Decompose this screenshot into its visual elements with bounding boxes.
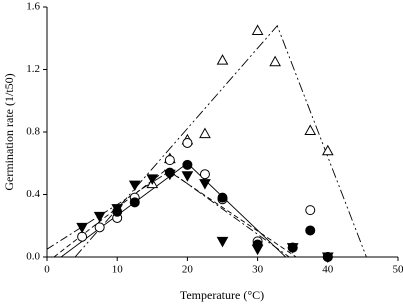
point xyxy=(199,179,211,190)
point xyxy=(76,222,88,234)
point xyxy=(164,155,175,166)
y-axis-label: Germination rate (1/t50) xyxy=(2,73,16,190)
x-tick-label: 30 xyxy=(252,264,264,276)
point xyxy=(199,127,211,139)
y-tick-label: 1.2 xyxy=(26,63,40,75)
y-tick-label: 0.4 xyxy=(26,188,40,200)
point xyxy=(305,205,316,216)
fit-line xyxy=(74,24,367,258)
point xyxy=(93,211,106,223)
point xyxy=(111,204,124,215)
point xyxy=(304,124,317,135)
y-tick-label: 0.8 xyxy=(26,126,40,138)
point xyxy=(129,197,140,208)
point xyxy=(269,55,281,67)
point xyxy=(164,169,176,181)
point xyxy=(199,169,210,180)
x-tick-label: 40 xyxy=(322,264,334,276)
y-tick-label: 1.6 xyxy=(26,1,40,13)
point xyxy=(251,24,264,35)
x-axis-label: Temperature (°C) xyxy=(180,288,264,302)
point xyxy=(94,222,105,233)
y-tick-label: 0.0 xyxy=(26,251,40,263)
point xyxy=(286,243,299,254)
point xyxy=(182,159,193,170)
x-tick-label: 10 xyxy=(112,264,124,276)
point xyxy=(128,180,141,192)
point xyxy=(321,252,334,264)
x-tick-label: 50 xyxy=(393,264,403,276)
point xyxy=(251,244,264,256)
point xyxy=(182,137,193,148)
x-tick-label: 0 xyxy=(44,264,50,276)
point xyxy=(146,174,159,185)
point xyxy=(305,225,316,236)
point xyxy=(77,231,88,242)
point xyxy=(216,236,229,248)
point xyxy=(216,54,229,65)
fit-line xyxy=(60,162,286,258)
point xyxy=(181,171,194,182)
x-tick-label: 20 xyxy=(182,264,194,276)
point xyxy=(321,144,334,156)
point xyxy=(217,192,228,203)
